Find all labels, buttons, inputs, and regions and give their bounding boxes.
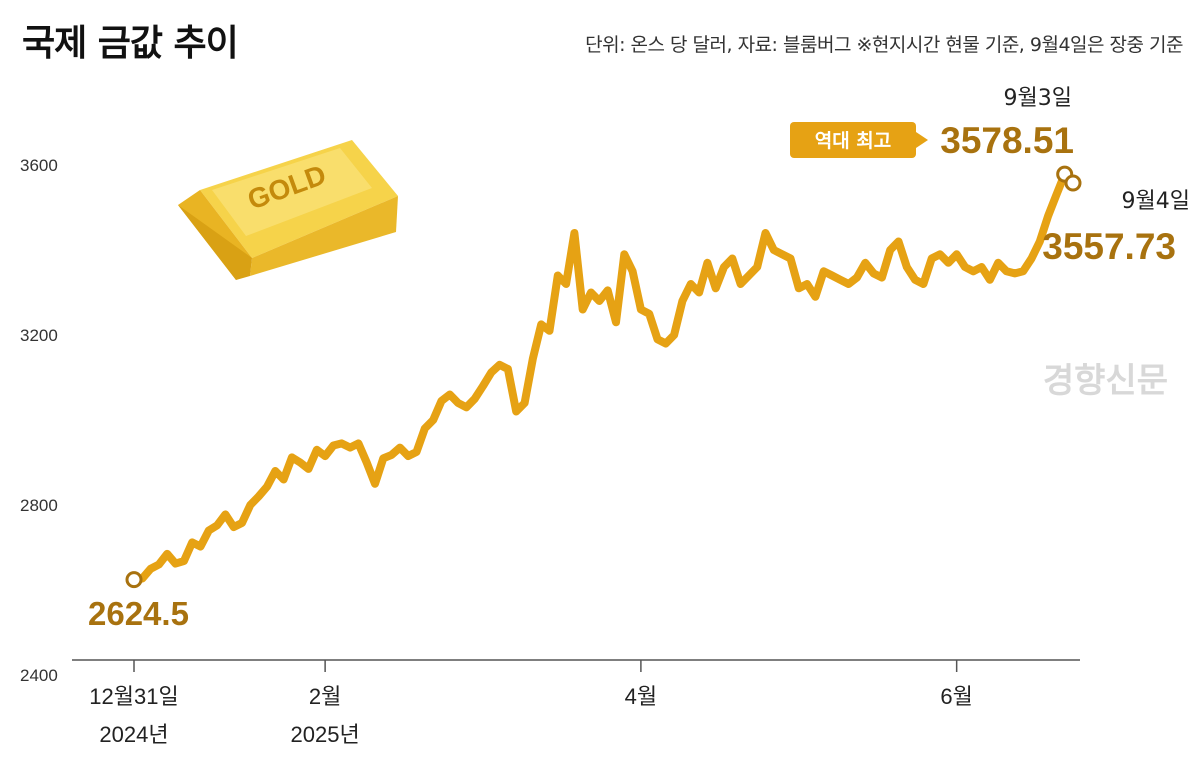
x-tick-label: 2월: [309, 684, 341, 709]
last-date-label: 9월4일: [1122, 189, 1190, 214]
start-point-marker: [125, 571, 143, 589]
x-tick-label: 12월31일: [89, 684, 178, 709]
chart-source-note: 단위: 온스 당 달러, 자료: 블룸버그 ※현지시간 현물 기준, 9월4일은…: [585, 34, 1183, 56]
record-high-badge: 역대 최고: [790, 122, 928, 158]
last-value-label: 3557.73: [1042, 226, 1176, 267]
y-tick-label: 2800: [20, 496, 58, 515]
x-tick-label: 2025년: [291, 722, 360, 747]
record-high-badge-text: 역대 최고: [815, 130, 892, 152]
gold-price-line: [130, 170, 1077, 584]
chart-title: 국제 금값 추이: [22, 23, 239, 64]
start-value-label: 2624.5: [88, 595, 189, 632]
peak-value-label: 3578.51: [940, 120, 1074, 161]
y-tick-label: 3600: [20, 156, 58, 175]
y-tick-label: 2400: [20, 666, 58, 685]
x-tick-label: 6월: [940, 684, 972, 709]
last-point-marker: [1064, 174, 1082, 192]
x-axis-ticks: 12월31일2024년2월2025년4월6월8월9월: [89, 660, 973, 747]
peak-date-label: 9월3일: [1004, 86, 1072, 111]
gold-bar-illustration: GOLD: [178, 140, 398, 280]
x-tick-label: 4월: [625, 684, 657, 709]
x-tick-label: 2024년: [99, 722, 168, 747]
y-tick-label: 3200: [20, 326, 58, 345]
y-axis-ticks: 2400 2800 3200 3600: [20, 156, 58, 685]
watermark: 경향신문: [1043, 361, 1168, 401]
